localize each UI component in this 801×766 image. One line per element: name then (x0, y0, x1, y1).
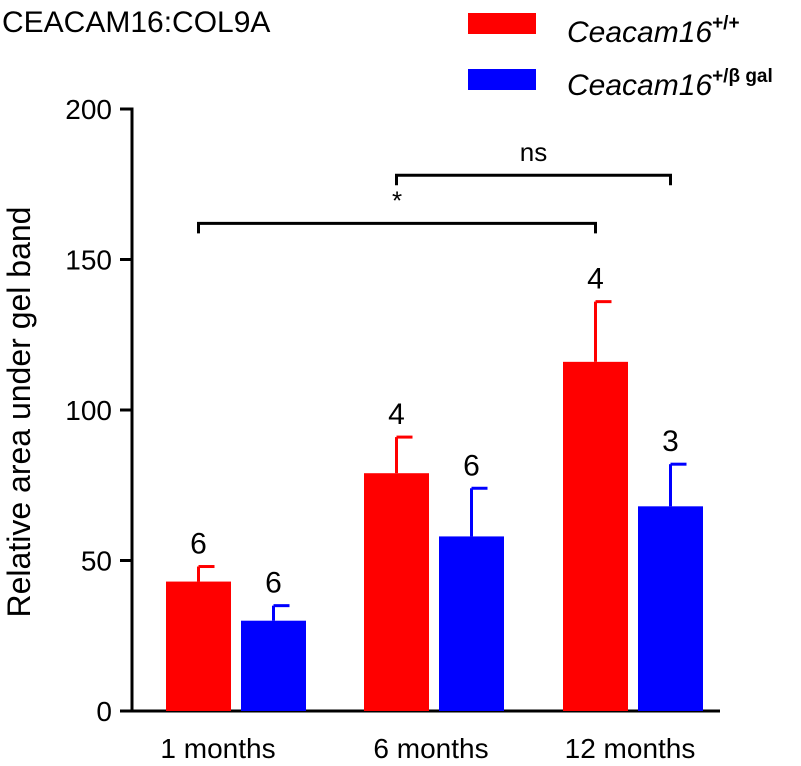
legend: Ceacam16+/+ Ceacam16+/β gal (468, 13, 773, 102)
x-tick-label: 1 months (160, 733, 275, 764)
legend-label-heterozygous: Ceacam16+/β gal (567, 66, 773, 102)
axes: 0 50 100 150 200 1 months 6 months 12 months (65, 94, 720, 764)
legend-label-wildtype: Ceacam16+/+ (567, 13, 740, 49)
annotations: ns * (197, 137, 672, 234)
n-label: 4 (587, 263, 604, 296)
x-tick-label: 12 months (565, 733, 696, 764)
y-tick-label: 200 (65, 94, 112, 125)
bar (241, 620, 306, 711)
bar (364, 473, 429, 711)
significance-bracket (197, 221, 597, 234)
chart-title: CEACAM16:COL9A (2, 6, 270, 39)
n-label: 6 (190, 528, 207, 561)
y-tick-label: 150 (65, 245, 112, 276)
legend-swatch-wildtype (468, 13, 536, 34)
significance-bracket (395, 173, 672, 186)
y-axis-label: Relative area under gel band (1, 207, 37, 618)
bar (563, 361, 628, 711)
y-tick-label: 0 (96, 696, 112, 727)
bars: 6 4 4 6 6 3 (166, 263, 703, 711)
n-label: 3 (662, 425, 679, 458)
n-label: 6 (463, 449, 480, 482)
significance-label: * (392, 185, 402, 215)
bar (166, 581, 231, 711)
legend-swatch-heterozygous (468, 69, 536, 90)
n-label: 4 (388, 398, 405, 431)
y-tick-label: 100 (65, 395, 112, 426)
significance-label: ns (520, 137, 547, 167)
n-label: 6 (265, 567, 282, 600)
y-tick-label: 50 (81, 546, 112, 577)
bar (638, 506, 703, 711)
bar (439, 536, 504, 711)
x-tick-label: 6 months (373, 733, 488, 764)
